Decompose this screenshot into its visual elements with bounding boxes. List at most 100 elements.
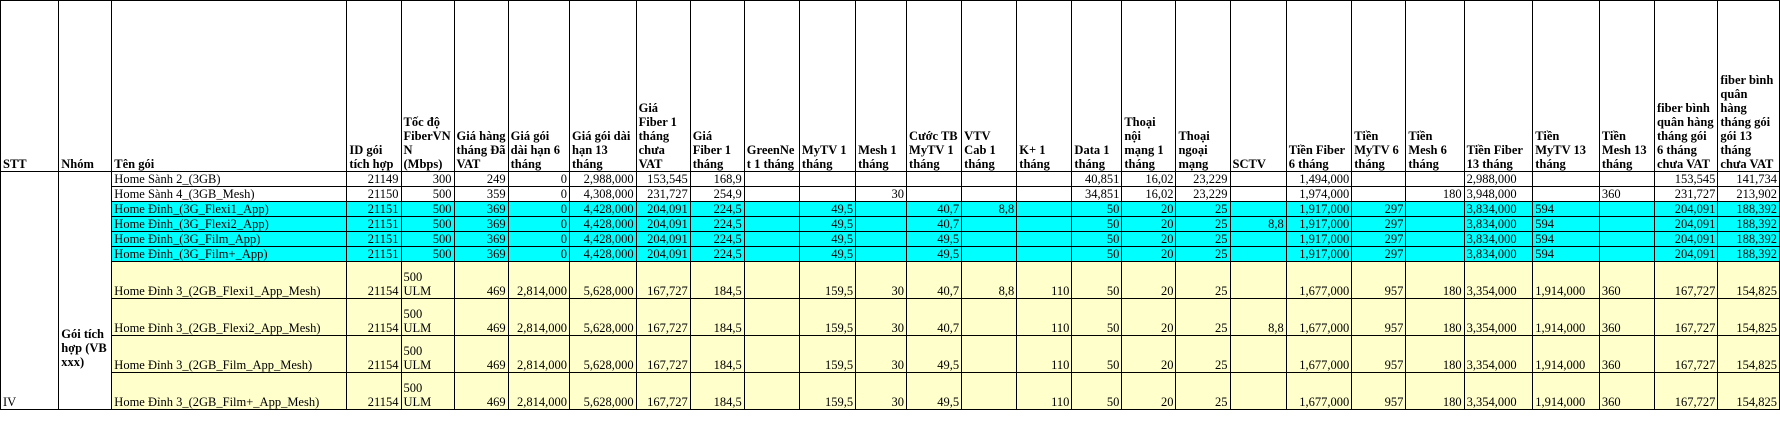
cell-fiber-bq6: 204,091 xyxy=(1653,201,1719,217)
cell-id-goi: 21151 xyxy=(346,231,402,247)
cell-tien-mesh13: 360 xyxy=(1598,372,1655,410)
cell-gia-6: 0 xyxy=(507,201,571,217)
cell-cuoc-mytv: 49,5 xyxy=(906,231,963,247)
cell-tien-mytv13: 1,914,000 xyxy=(1532,335,1600,373)
cell-data: 50 xyxy=(1071,335,1123,373)
cell-gia-13: 4,308,000 xyxy=(569,186,637,202)
cell-ten-goi: Home Sành 4_(3GB_Mesh) xyxy=(111,186,348,202)
cell-id-goi: 21151 xyxy=(346,201,402,217)
cell-thoai-ngoai: 25 xyxy=(1175,372,1231,410)
header-greennet: GreenNet 1 tháng xyxy=(743,0,800,172)
cell-mesh1: 30 xyxy=(855,186,908,202)
cell-gia-6: 0 xyxy=(507,171,571,187)
cell-kplus xyxy=(1016,216,1073,232)
header-tien-mytv13: Tiền MyTV 13 tháng xyxy=(1532,0,1600,172)
cell-greennet xyxy=(743,246,800,262)
cell-vtv-cab xyxy=(961,335,1018,373)
cell-fiber-bq6: 204,091 xyxy=(1653,216,1719,232)
cell-mytv1 xyxy=(798,186,857,202)
cell-data: 50 xyxy=(1071,261,1123,299)
cell-tien-fiber6: 1,494,000 xyxy=(1285,171,1353,187)
cell-gia-fiber1: 168,9 xyxy=(689,171,745,187)
cell-cuoc-mytv xyxy=(906,186,963,202)
cell-tien-fiber13: 3,354,000 xyxy=(1463,261,1534,299)
cell-tien-fiber13: 3,354,000 xyxy=(1463,335,1534,373)
cell-cuoc-mytv: 49,5 xyxy=(906,246,963,262)
cell-fiber1-chua-vat: 204,091 xyxy=(635,231,691,247)
cell-fiber1-chua-vat: 204,091 xyxy=(635,246,691,262)
cell-ten-goi: Home Đỉnh 3_(2GB_Flexi2_App_Mesh) xyxy=(111,298,348,336)
cell-fiber-bq13: 154,825 xyxy=(1717,335,1780,373)
cell-gia-13: 5,628,000 xyxy=(569,335,637,373)
cell-thoai-noi: 20 xyxy=(1121,335,1177,373)
cell-toc-do: 500 ULM xyxy=(400,335,455,373)
cell-toc-do: 500 ULM xyxy=(400,298,455,336)
cell-fiber-bq6: 204,091 xyxy=(1653,246,1719,262)
cell-thoai-noi: 20 xyxy=(1121,231,1177,247)
cell-greennet xyxy=(743,261,800,299)
table-row: Home Đỉnh 3_(2GB_Film_App_Mesh) 21154 500 … xyxy=(1,335,1780,373)
cell-tien-mytv13: 594 xyxy=(1532,216,1600,232)
table-row: Home Đỉnh_(3G_Film_App) 21151 500 369 0 4,428… xyxy=(1,231,1780,247)
cell-tien-mesh6 xyxy=(1405,216,1465,232)
cell-cuoc-mytv xyxy=(906,171,963,187)
cell-sctv xyxy=(1229,186,1287,202)
cell-mesh1 xyxy=(855,231,908,247)
cell-tien-mytv6 xyxy=(1351,171,1407,187)
cell-greennet xyxy=(743,372,800,410)
cell-id-goi: 21151 xyxy=(346,246,402,262)
table-row: Home Đỉnh 3_(2GB_Film+_App_Mesh) 21154 500… xyxy=(1,372,1780,410)
header-ten-goi: Tên gói xyxy=(111,0,348,172)
cell-tien-fiber6: 1,917,000 xyxy=(1285,201,1353,217)
cell-data: 50 xyxy=(1071,246,1123,262)
cell-fiber1-chua-vat: 167,727 xyxy=(635,261,691,299)
cell-thoai-noi: 20 xyxy=(1121,298,1177,336)
cell-tien-mesh13 xyxy=(1598,171,1655,187)
cell-gia-hang-thang: 469 xyxy=(453,261,509,299)
header-sctv: SCTV xyxy=(1229,0,1287,172)
cell-gia-hang-thang: 469 xyxy=(453,298,509,336)
cell-gia-13: 4,428,000 xyxy=(569,201,637,217)
cell-thoai-noi: 20 xyxy=(1121,261,1177,299)
cell-tien-mytv13 xyxy=(1532,171,1600,187)
cell-tien-mesh13 xyxy=(1598,216,1655,232)
cell-tien-mytv13: 594 xyxy=(1532,201,1600,217)
table-row: IV Gói tích hợp (VB xxx) Home Sành 2_(3GB)… xyxy=(0,171,1780,410)
cell-kplus: 110 xyxy=(1016,335,1073,373)
cell-thoai-noi: 20 xyxy=(1121,201,1177,217)
cell-thoai-ngoai: 25 xyxy=(1175,298,1231,336)
cell-vtv-cab: 8,8 xyxy=(961,261,1018,299)
header-row: STT Nhóm Tên gói ID gói tích hợp Tốc độ … xyxy=(0,0,1780,172)
cell-tien-fiber6: 1,677,000 xyxy=(1285,261,1353,299)
cell-greennet xyxy=(743,171,800,187)
cell-tien-mytv13: 1,914,000 xyxy=(1532,261,1600,299)
header-gia-hang-thang: Giá hàng tháng Đã VAT xyxy=(453,0,509,172)
cell-sctv xyxy=(1229,372,1287,410)
cell-thoai-ngoai: 25 xyxy=(1175,261,1231,299)
cell-tien-mesh6 xyxy=(1405,171,1465,187)
cell-tien-mesh13 xyxy=(1598,246,1655,262)
cell-tien-mesh6: 180 xyxy=(1405,372,1465,410)
header-fiber1-chua-vat: Giá Fiber 1 tháng chưa VAT xyxy=(635,0,691,172)
cell-tien-mesh6: 180 xyxy=(1405,335,1465,373)
cell-gia-6: 0 xyxy=(507,216,571,232)
cell-gia-6: 2,814,000 xyxy=(507,372,571,410)
cell-data: 50 xyxy=(1071,201,1123,217)
cell-ten-goi: Home Đỉnh 3_(2GB_Film+_App_Mesh) xyxy=(111,372,348,410)
cell-ten-goi: Home Đỉnh 3_(2GB_Flexi1_App_Mesh) xyxy=(111,261,348,299)
cell-thoai-ngoai: 23,229 xyxy=(1175,186,1231,202)
cell-tien-mytv6: 297 xyxy=(1351,216,1407,232)
cell-vtv-cab: 8,8 xyxy=(961,201,1018,217)
header-vtv-cab: VTV Cab 1 tháng xyxy=(961,0,1018,172)
cell-sctv xyxy=(1229,171,1287,187)
cell-mytv1 xyxy=(798,171,857,187)
cell-cuoc-mytv: 40,7 xyxy=(906,261,963,299)
cell-fiber1-chua-vat: 167,727 xyxy=(635,335,691,373)
cell-tien-mytv6: 957 xyxy=(1351,261,1407,299)
header-fiber-bq13: fiber bình quân hàng tháng gói gói 13 th… xyxy=(1717,0,1780,172)
cell-vtv-cab xyxy=(961,372,1018,410)
cell-fiber1-chua-vat: 204,091 xyxy=(635,216,691,232)
cell-tien-mytv13: 594 xyxy=(1532,246,1600,262)
cell-id-goi: 21150 xyxy=(346,186,402,202)
cell-fiber-bq6: 153,545 xyxy=(1653,171,1719,187)
